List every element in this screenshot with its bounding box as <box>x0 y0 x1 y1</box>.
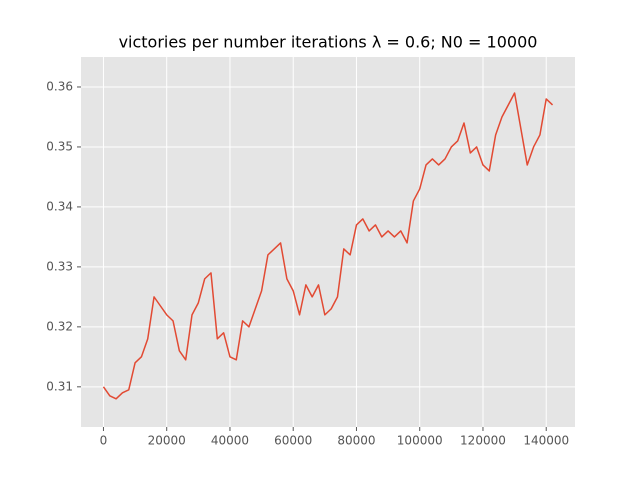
plot-area <box>81 57 575 427</box>
x-tick-label: 20000 <box>148 434 186 448</box>
y-tick-label: 0.33 <box>46 259 73 273</box>
y-tick-label: 0.36 <box>46 79 73 93</box>
y-tick-label: 0.32 <box>46 319 73 333</box>
x-tick-label: 40000 <box>211 434 249 448</box>
x-tick-label: 80000 <box>337 434 375 448</box>
line <box>102 92 554 400</box>
y-tick-label: 0.35 <box>46 139 73 153</box>
x-tick-label: 120000 <box>460 434 506 448</box>
x-tick-label: 0 <box>100 434 108 448</box>
y-tick-label: 0.31 <box>46 379 73 393</box>
x-tick-label: 140000 <box>523 434 569 448</box>
chart-title: victories per number iterations λ = 0.6;… <box>119 33 538 52</box>
x-tick-label: 100000 <box>397 434 443 448</box>
x-tick-label: 60000 <box>274 434 312 448</box>
y-tick-label: 0.34 <box>46 199 73 213</box>
